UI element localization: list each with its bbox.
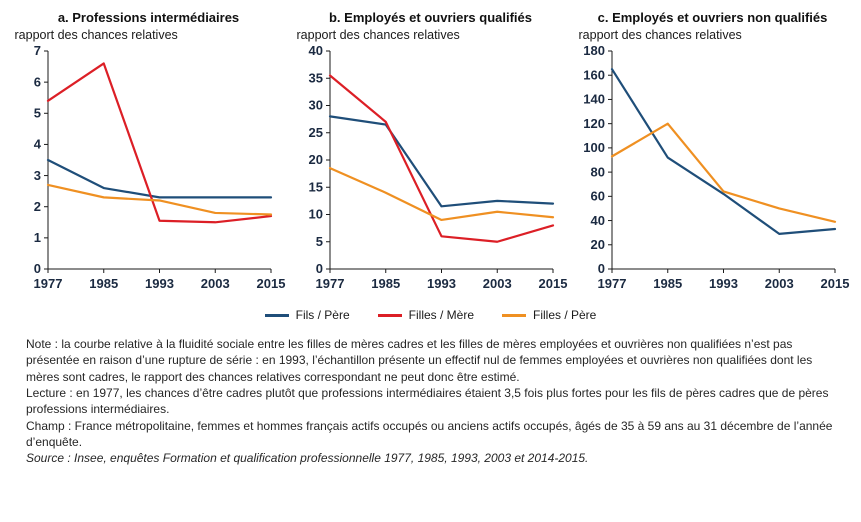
svg-text:1977: 1977 [597, 276, 626, 291]
svg-text:35: 35 [308, 70, 322, 85]
legend-label-filles-pere: Filles / Père [533, 308, 597, 322]
svg-text:5: 5 [315, 234, 322, 249]
svg-text:20: 20 [590, 237, 604, 252]
legend-label-filles-mere: Filles / Mère [408, 308, 474, 322]
svg-text:1977: 1977 [33, 276, 62, 291]
chart-b-ylabel: rapport des chances relatives [296, 28, 460, 42]
svg-text:1993: 1993 [427, 276, 456, 291]
svg-text:6: 6 [33, 74, 40, 89]
note-text: Note : la courbe relative à la fluidité … [26, 337, 813, 384]
chart-a-professions-intermediaires: a. Professions intermédiaires rapport de… [11, 10, 287, 300]
chart-a-ylabel: rapport des chances relatives [14, 28, 178, 42]
svg-text:2003: 2003 [764, 276, 793, 291]
figure-social-fluidity: a. Professions intermédiaires rapport de… [0, 10, 861, 467]
svg-text:2: 2 [33, 199, 40, 214]
svg-text:10: 10 [308, 207, 322, 222]
svg-text:2015: 2015 [820, 276, 849, 291]
svg-text:1993: 1993 [145, 276, 174, 291]
svg-text:1977: 1977 [315, 276, 344, 291]
legend-label-fils-pere: Fils / Père [295, 308, 350, 322]
champ-text: Champ : France métropolitaine, femmes et… [26, 418, 833, 449]
legend-item-fils-pere: Fils / Père [264, 308, 350, 322]
charts-row: a. Professions intermédiaires rapport de… [0, 10, 861, 300]
svg-text:40: 40 [308, 43, 322, 58]
svg-text:40: 40 [590, 213, 604, 228]
notes-block: Note : la courbe relative à la fluidité … [26, 336, 835, 467]
chart-c-employes-ouvriers-non-qualifies: c. Employés et ouvriers non qualifiés ra… [575, 10, 851, 300]
legend-item-filles-pere: Filles / Père [502, 308, 596, 322]
svg-text:180: 180 [583, 43, 605, 58]
svg-text:2003: 2003 [200, 276, 229, 291]
svg-text:2003: 2003 [482, 276, 511, 291]
svg-text:7: 7 [33, 43, 40, 58]
svg-text:160: 160 [583, 67, 605, 82]
legend-swatch-fils-pere [264, 313, 289, 317]
svg-text:100: 100 [583, 140, 605, 155]
svg-text:4: 4 [33, 137, 41, 152]
chart-c-plot: 0 20 40 60 80 100 120 140 160 180 1977 1985 1993 2003… [583, 43, 849, 291]
svg-text:15: 15 [308, 179, 322, 194]
svg-text:2015: 2015 [538, 276, 567, 291]
svg-text:20: 20 [308, 152, 322, 167]
svg-text:1: 1 [33, 230, 40, 245]
svg-text:1985: 1985 [653, 276, 682, 291]
chart-b-employes-ouvriers-qualifies: b. Employés et ouvriers qualifiés rappor… [293, 10, 569, 300]
chart-a-title: a. Professions intermédiaires [57, 10, 240, 25]
svg-text:120: 120 [583, 116, 605, 131]
svg-text:25: 25 [308, 125, 322, 140]
svg-text:0: 0 [33, 261, 40, 276]
svg-text:2015: 2015 [256, 276, 285, 291]
source-text: Source : Insee, enquêtes Formation et qu… [26, 451, 589, 466]
svg-text:0: 0 [315, 261, 322, 276]
svg-text:3: 3 [33, 168, 40, 183]
svg-text:0: 0 [597, 261, 604, 276]
legend-swatch-filles-pere [502, 313, 526, 317]
chart-a-plot: 0 1 2 3 4 5 6 7 1977 1985 1993 2003 2015 [33, 43, 285, 291]
chart-b-title: b. Employés et ouvriers qualifiés [328, 10, 532, 25]
svg-text:140: 140 [583, 92, 605, 107]
chart-c-ylabel: rapport des chances relatives [578, 28, 742, 42]
svg-text:1985: 1985 [89, 276, 118, 291]
svg-text:60: 60 [590, 189, 604, 204]
chart-b-plot: 0 5 10 15 20 25 30 35 40 1977 1985 1993 2003 2015 [308, 43, 567, 291]
lecture-text: Lecture : en 1977, les chances d’être ca… [26, 385, 829, 417]
svg-text:1985: 1985 [371, 276, 400, 291]
chart-c-title: c. Employés et ouvriers non qualifiés [597, 10, 828, 25]
legend-swatch-filles-mere [377, 313, 402, 317]
legend: Fils / Père Filles / Mère Filles / Père [0, 308, 861, 322]
svg-text:5: 5 [33, 105, 40, 120]
svg-text:80: 80 [590, 164, 604, 179]
svg-text:30: 30 [308, 98, 322, 113]
svg-text:1993: 1993 [709, 276, 738, 291]
legend-item-filles-mere: Filles / Mère [377, 308, 474, 322]
